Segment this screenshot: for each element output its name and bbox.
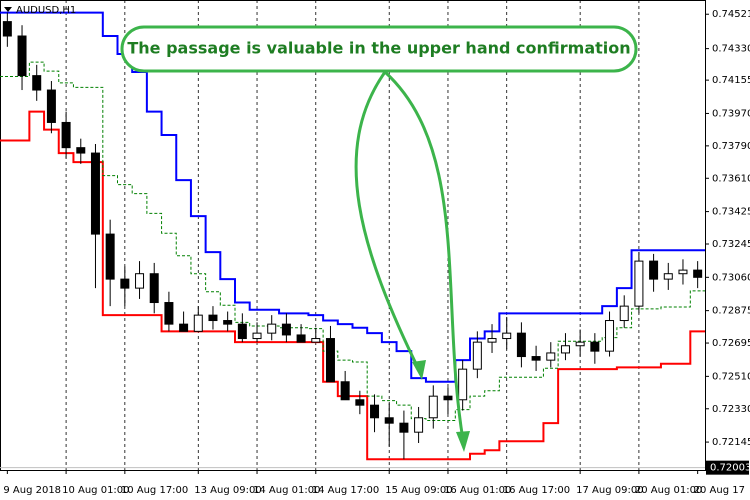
candle-body bbox=[384, 417, 394, 424]
candle-body bbox=[105, 233, 115, 280]
candle-body bbox=[458, 368, 468, 401]
candle-body bbox=[443, 395, 453, 401]
y-tick-label: 0.73060 bbox=[712, 272, 750, 283]
candle-body bbox=[472, 341, 482, 370]
candle-body bbox=[590, 341, 600, 352]
annotation-arrow bbox=[383, 70, 465, 441]
annotation-arrow bbox=[354, 71, 422, 373]
candle-body bbox=[208, 314, 218, 322]
candle-body bbox=[135, 273, 145, 289]
candle-body bbox=[575, 341, 585, 347]
y-tick-label: 0.73970 bbox=[712, 108, 750, 119]
candle-body bbox=[370, 404, 380, 419]
last-price-label: 0.72003 bbox=[710, 463, 750, 474]
y-tick-label: 0.74330 bbox=[712, 44, 750, 55]
candle-body bbox=[149, 273, 159, 304]
arrow-head bbox=[456, 431, 470, 452]
x-tick-label: 14 Aug 17:00 bbox=[312, 485, 379, 496]
y-tick-label: 0.72510 bbox=[712, 371, 750, 382]
candle-body bbox=[428, 395, 438, 419]
y-tick-label: 0.72695 bbox=[712, 338, 750, 349]
candle-body bbox=[17, 35, 27, 77]
candle-body bbox=[237, 323, 247, 340]
candle-body bbox=[560, 345, 570, 354]
candle-body bbox=[546, 352, 556, 361]
y-tick-label: 0.73790 bbox=[712, 141, 750, 152]
candle-body bbox=[663, 273, 673, 280]
arrow-head bbox=[412, 360, 426, 380]
candle-body bbox=[693, 269, 703, 278]
candle-body bbox=[281, 323, 291, 336]
y-tick-label: 0.72145 bbox=[712, 437, 750, 448]
x-tick-label: 16 Aug 17:00 bbox=[503, 485, 570, 496]
y-tick-label: 0.72875 bbox=[712, 306, 750, 317]
annotation: The passage is valuable in the upper han… bbox=[120, 25, 638, 452]
candle-body bbox=[223, 320, 233, 325]
candle-body bbox=[296, 334, 306, 343]
candle-body bbox=[76, 147, 86, 154]
x-tick-label: 10 Aug 01:00 bbox=[62, 485, 129, 496]
candle-body bbox=[325, 338, 335, 383]
candle-body bbox=[193, 314, 203, 332]
chart-title: AUDUSD,H1 bbox=[16, 5, 76, 16]
candle-body bbox=[414, 417, 424, 433]
y-tick-label: 0.74155 bbox=[712, 75, 750, 86]
x-tick-label: 14 Aug 01:00 bbox=[253, 485, 320, 496]
x-tick-label: 20 Aug 01:00 bbox=[635, 485, 702, 496]
candle-body bbox=[634, 260, 644, 307]
candle-body bbox=[531, 356, 541, 361]
candle-body bbox=[619, 305, 629, 322]
plot-area bbox=[0, 0, 705, 470]
candle-body bbox=[311, 338, 321, 343]
candle-body bbox=[355, 399, 365, 406]
plot-frame bbox=[0, 0, 706, 471]
candle-body bbox=[2, 21, 12, 37]
candle-body bbox=[502, 332, 512, 340]
candle-body bbox=[179, 323, 189, 332]
candle-body bbox=[46, 89, 56, 123]
annotation-text: The passage is valuable in the upper han… bbox=[127, 39, 630, 58]
candle-body bbox=[605, 320, 615, 352]
x-tick-label: 13 Aug 09:00 bbox=[194, 485, 261, 496]
x-tick-label: 9 Aug 2018 bbox=[3, 485, 61, 496]
x-tick-label: 20 Aug 17 bbox=[694, 485, 745, 496]
candle-body bbox=[399, 422, 409, 433]
candle-body bbox=[252, 332, 262, 340]
candle-body bbox=[32, 75, 42, 91]
y-tick-label: 0.74521 bbox=[712, 9, 750, 20]
y-tick-label: 0.72330 bbox=[712, 404, 750, 415]
candle-body bbox=[649, 260, 659, 280]
candle-body bbox=[516, 332, 526, 358]
candle-body bbox=[90, 152, 100, 235]
candle-body bbox=[267, 323, 277, 334]
x-tick-label: 16 Aug 01:00 bbox=[444, 485, 511, 496]
candle-body bbox=[164, 302, 174, 325]
x-tick-label: 15 Aug 09:00 bbox=[385, 485, 452, 496]
y-tick-label: 0.73245 bbox=[712, 239, 750, 250]
candle-body bbox=[61, 121, 71, 149]
channel-line bbox=[0, 61, 705, 421]
candle-body bbox=[487, 338, 497, 343]
candle-body bbox=[120, 278, 130, 289]
candle-body bbox=[340, 381, 350, 401]
x-tick-label: 17 Aug 09:00 bbox=[576, 485, 643, 496]
candle-body bbox=[678, 269, 688, 275]
symbol-marker bbox=[4, 7, 12, 12]
y-tick-label: 0.73425 bbox=[712, 207, 750, 218]
y-tick-label: 0.73610 bbox=[712, 173, 750, 184]
x-tick-label: 10 Aug 17:00 bbox=[121, 485, 188, 496]
annotation-bubble bbox=[120, 25, 638, 73]
last-price-box bbox=[706, 460, 749, 475]
